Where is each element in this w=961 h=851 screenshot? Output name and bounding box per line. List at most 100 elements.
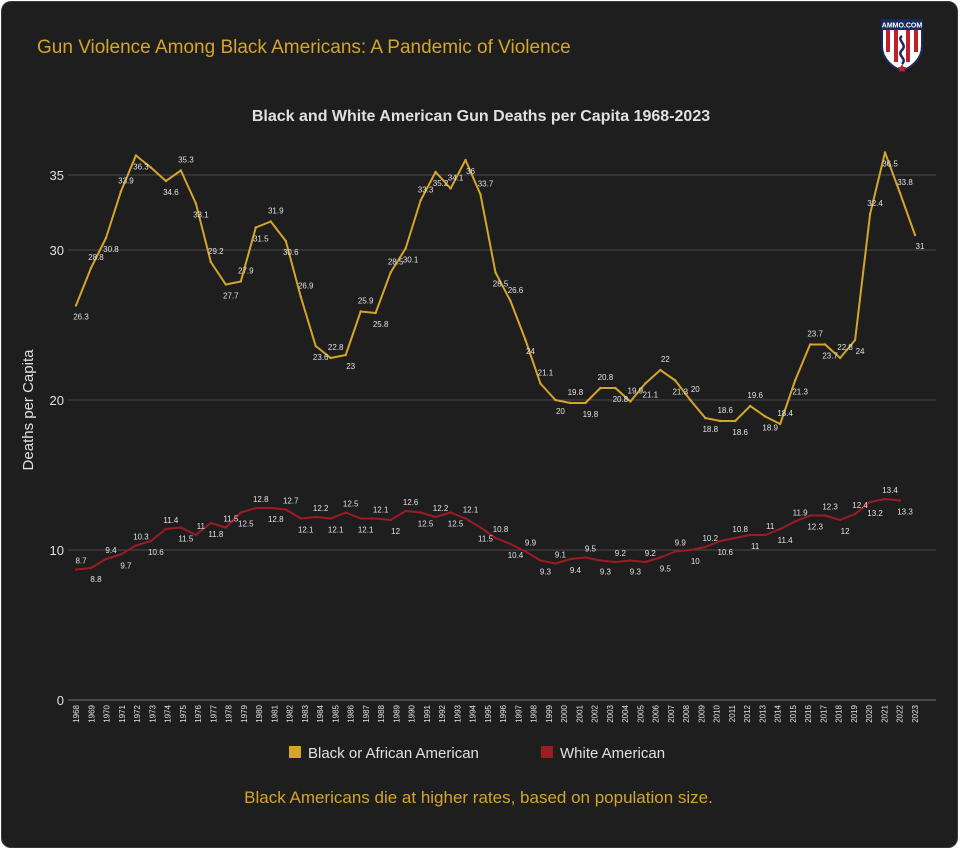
data-label: 33.8: [897, 178, 913, 187]
data-point: [554, 562, 557, 565]
data-label: 10.8: [732, 525, 748, 534]
data-point: [299, 295, 302, 298]
data-point: [344, 511, 347, 514]
data-point: [134, 544, 138, 547]
data-point: [868, 500, 872, 504]
data-point: [224, 526, 228, 529]
data-label: 26.3: [73, 313, 89, 322]
data-point: [719, 539, 722, 543]
ammo-logo: AMMO.COM: [881, 19, 923, 72]
data-label: 13.3: [897, 508, 913, 517]
data-label: 12.5: [343, 500, 359, 509]
data-point: [149, 166, 153, 169]
series-black: 26.3 28.830.8 33.9 36.3 34.6 35.3 33.1 29.2 27.7…: [73, 151, 925, 437]
data-label: 23.6: [313, 353, 329, 362]
data-point: [629, 559, 632, 562]
data-point: [644, 382, 647, 385]
data-label: 10.6: [148, 548, 164, 557]
x-tick-label: 2017: [819, 704, 828, 722]
data-point: [509, 542, 512, 546]
legend-swatch-black: [289, 746, 301, 758]
data-label: 12.1: [358, 526, 374, 535]
data-label: 9.3: [600, 568, 612, 577]
data-point: [404, 247, 407, 250]
data-point: [734, 419, 737, 423]
data-point: [689, 548, 692, 552]
data-label: 11: [197, 522, 206, 531]
x-tick-label: 2018: [835, 704, 844, 722]
x-ticks: 1968 1969 1970 1971 1972 1973 1974 1975 1976 1977…: [72, 704, 920, 722]
data-point: [449, 511, 452, 514]
data-label: 8.7: [75, 557, 87, 566]
data-label: 11.9: [793, 509, 809, 518]
data-label: 9.5: [660, 565, 672, 574]
data-point: [689, 398, 692, 402]
data-label: 9.2: [615, 549, 627, 558]
data-point: [614, 386, 617, 390]
data-label: 25.9: [358, 297, 374, 306]
data-label: 27.9: [238, 267, 254, 276]
x-tick-label: 2000: [560, 704, 569, 722]
data-label: 12: [841, 527, 850, 536]
data-label: 23.7: [822, 352, 838, 361]
x-tick-label: 2003: [606, 704, 615, 722]
data-point: [509, 299, 512, 303]
data-point: [344, 353, 347, 357]
data-label: 9.3: [540, 568, 552, 577]
x-tick-label: 1998: [530, 704, 539, 722]
data-label: 13.2: [867, 509, 883, 518]
data-point: [494, 271, 497, 274]
x-tick-label: 2009: [697, 704, 706, 722]
data-point: [194, 202, 198, 205]
data-point: [464, 158, 467, 162]
x-tick-label: 1991: [423, 704, 432, 722]
data-label: 18.6: [732, 428, 748, 437]
data-label: 30.1: [403, 256, 419, 265]
data-label: 12: [391, 527, 400, 536]
data-label: 35.3: [178, 156, 194, 165]
x-tick-label: 1976: [194, 704, 203, 722]
data-point: [659, 556, 662, 559]
data-label: 22.8: [328, 343, 344, 352]
data-point: [748, 533, 752, 537]
x-tick-label: 1973: [148, 704, 157, 722]
data-point: [359, 517, 362, 520]
x-tick-label: 2021: [880, 704, 889, 722]
data-point: [254, 226, 257, 229]
data-label: 34.6: [163, 188, 179, 197]
data-point: [359, 310, 362, 313]
data-label: 19.9: [628, 387, 644, 396]
data-label: 10.6: [717, 548, 733, 557]
data-point: [119, 190, 123, 193]
data-label: 26.9: [298, 282, 314, 291]
data-point: [674, 379, 677, 382]
x-tick-label: 2016: [804, 704, 813, 722]
data-label: 31: [916, 242, 925, 251]
data-point: [704, 545, 707, 549]
x-tick-label: 2012: [743, 704, 752, 722]
x-tick-label: 1968: [72, 704, 81, 722]
data-point: [599, 386, 602, 390]
y-tick-label: 20: [50, 393, 64, 408]
data-label: 12.1: [298, 526, 314, 535]
data-label: 9.5: [585, 545, 597, 554]
x-tick-label: 1982: [286, 704, 295, 722]
data-point: [74, 304, 78, 307]
data-point: [659, 368, 662, 372]
data-label: 33.7: [478, 180, 494, 189]
x-tick-label: 1979: [240, 704, 249, 722]
data-label: 10: [691, 557, 700, 566]
x-tick-label: 1986: [347, 704, 356, 722]
data-label: 27.7: [223, 292, 239, 301]
data-point: [374, 517, 377, 520]
data-point: [224, 283, 228, 286]
data-label: 28.5: [493, 280, 509, 289]
legend: Black or African American White American: [289, 745, 665, 762]
data-label: 24: [856, 347, 865, 356]
data-label: 12.8: [268, 515, 284, 524]
x-tick-label: 1999: [545, 704, 554, 722]
data-label: 20.8: [598, 373, 614, 382]
data-label: 11.8: [208, 530, 224, 539]
data-point: [898, 191, 902, 195]
